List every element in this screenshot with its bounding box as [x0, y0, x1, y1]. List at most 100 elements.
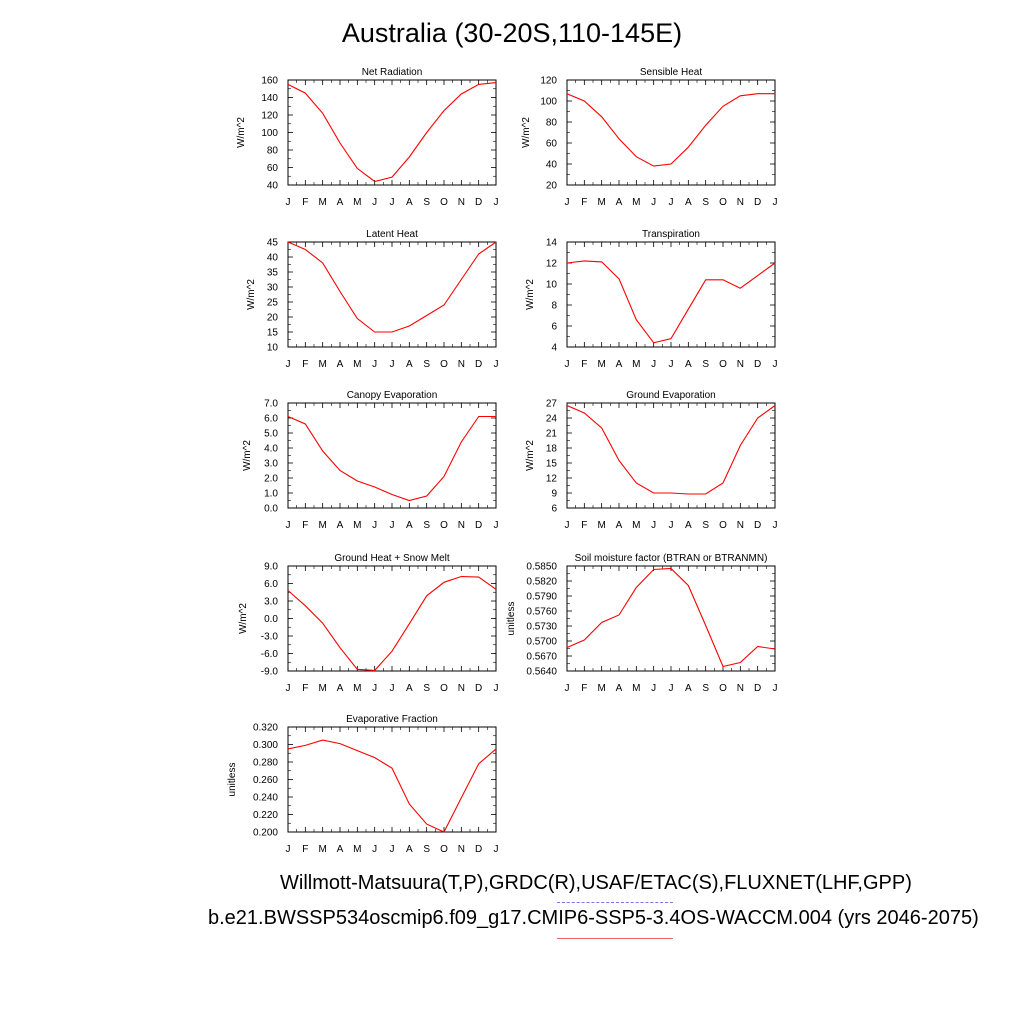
y-axis-label: unitless [506, 602, 517, 636]
plot-frame [566, 241, 776, 348]
y-tick-label: 0.5820 [526, 577, 557, 588]
x-tick-label: J [669, 359, 674, 370]
x-tick-label: J [494, 683, 499, 694]
x-tick-label: J [494, 359, 499, 370]
x-tick-label: D [475, 197, 482, 208]
panel-title: Net Radiation [362, 67, 423, 78]
x-tick-label: J [494, 520, 499, 531]
y-tick-label: -6.0 [261, 649, 279, 660]
series-line [287, 241, 497, 333]
x-tick-label: M [632, 520, 640, 531]
x-tick-label: J [286, 683, 291, 694]
x-tick-label: O [719, 683, 727, 694]
x-tick-label: J [372, 683, 377, 694]
y-tick-label: 0.5670 [526, 652, 557, 663]
x-tick-label: J [651, 683, 656, 694]
y-axis-label: W/m^2 [525, 279, 536, 310]
y-tick-label: 20 [546, 181, 558, 192]
x-tick-label: A [337, 520, 344, 531]
y-tick-label: 120 [261, 111, 278, 122]
x-tick-label: D [475, 359, 482, 370]
x-tick-label: F [581, 520, 587, 531]
panel-title: Soil moisture factor (BTRAN or BTRANMN) [575, 553, 768, 564]
y-axis-label: W/m^2 [242, 440, 253, 471]
y-tick-label: 4 [551, 343, 557, 354]
x-tick-label: J [565, 197, 570, 208]
x-tick-label: M [597, 359, 605, 370]
y-axis-label: W/m^2 [238, 603, 249, 634]
x-tick-label: J [565, 683, 570, 694]
x-tick-label: A [685, 683, 692, 694]
y-tick-label: 0.280 [253, 758, 278, 769]
series-line [566, 567, 776, 668]
x-tick-label: N [737, 683, 744, 694]
x-tick-label: O [440, 683, 448, 694]
y-tick-label: 10 [546, 280, 558, 291]
x-tick-label: J [773, 520, 778, 531]
x-tick-label: F [302, 197, 308, 208]
x-tick-label: N [737, 359, 744, 370]
x-tick-label: F [302, 359, 308, 370]
x-tick-label: J [773, 683, 778, 694]
y-tick-label: 2.0 [264, 474, 278, 485]
x-tick-label: F [581, 359, 587, 370]
series-line [287, 415, 496, 502]
y-tick-label: 40 [546, 160, 558, 171]
x-tick-label: N [458, 844, 465, 855]
x-tick-label: F [302, 683, 308, 694]
y-tick-label: 35 [267, 268, 279, 279]
chart-panel: J F M A M J J A S O N D J0.2000.2200.2400.2600.2800.… [227, 714, 499, 855]
x-tick-label: D [754, 683, 761, 694]
x-tick-label: F [302, 844, 308, 855]
x-tick-label: O [440, 844, 448, 855]
x-tick-label: O [440, 520, 448, 531]
y-tick-label: 4.0 [264, 444, 278, 455]
x-tick-label: M [597, 683, 605, 694]
x-tick-label: A [337, 197, 344, 208]
x-tick-label: A [616, 359, 623, 370]
panel-title: Evaporative Fraction [346, 714, 438, 725]
y-tick-label: 18 [546, 444, 558, 455]
series-line [287, 575, 497, 671]
y-tick-label: 80 [546, 118, 558, 129]
y-tick-label: 15 [267, 328, 279, 339]
plot-frame [287, 79, 497, 186]
y-tick-label: 0.5790 [526, 592, 557, 603]
x-tick-label: M [318, 844, 326, 855]
y-tick-label: 100 [261, 128, 278, 139]
x-tick-label: N [458, 359, 465, 370]
x-tick-label: J [372, 197, 377, 208]
x-tick-label: J [390, 844, 395, 855]
y-tick-label: 20 [267, 313, 279, 324]
x-tick-label: F [581, 197, 587, 208]
plot-frame [287, 241, 497, 348]
y-tick-label: 25 [267, 298, 279, 309]
y-tick-label: 60 [267, 163, 279, 174]
series-line [566, 404, 776, 495]
x-tick-label: S [423, 844, 430, 855]
x-tick-label: M [318, 683, 326, 694]
x-tick-label: A [406, 197, 413, 208]
x-tick-label: J [372, 359, 377, 370]
y-tick-label: 5.0 [264, 429, 278, 440]
x-tick-label: J [669, 197, 674, 208]
x-tick-label: J [669, 520, 674, 531]
y-tick-label: 3.0 [264, 597, 278, 608]
observations-legend-line [557, 902, 673, 903]
panel-title: Latent Heat [366, 229, 418, 240]
x-tick-label: O [719, 520, 727, 531]
y-tick-label: 9 [551, 489, 557, 500]
series-line [566, 93, 775, 167]
x-tick-label: A [406, 359, 413, 370]
x-tick-label: A [616, 520, 623, 531]
x-tick-label: A [337, 683, 344, 694]
x-tick-label: D [754, 359, 761, 370]
y-tick-label: 8 [551, 301, 557, 312]
x-tick-label: S [702, 359, 709, 370]
x-tick-label: J [390, 359, 395, 370]
y-tick-label: 7.0 [264, 399, 278, 410]
